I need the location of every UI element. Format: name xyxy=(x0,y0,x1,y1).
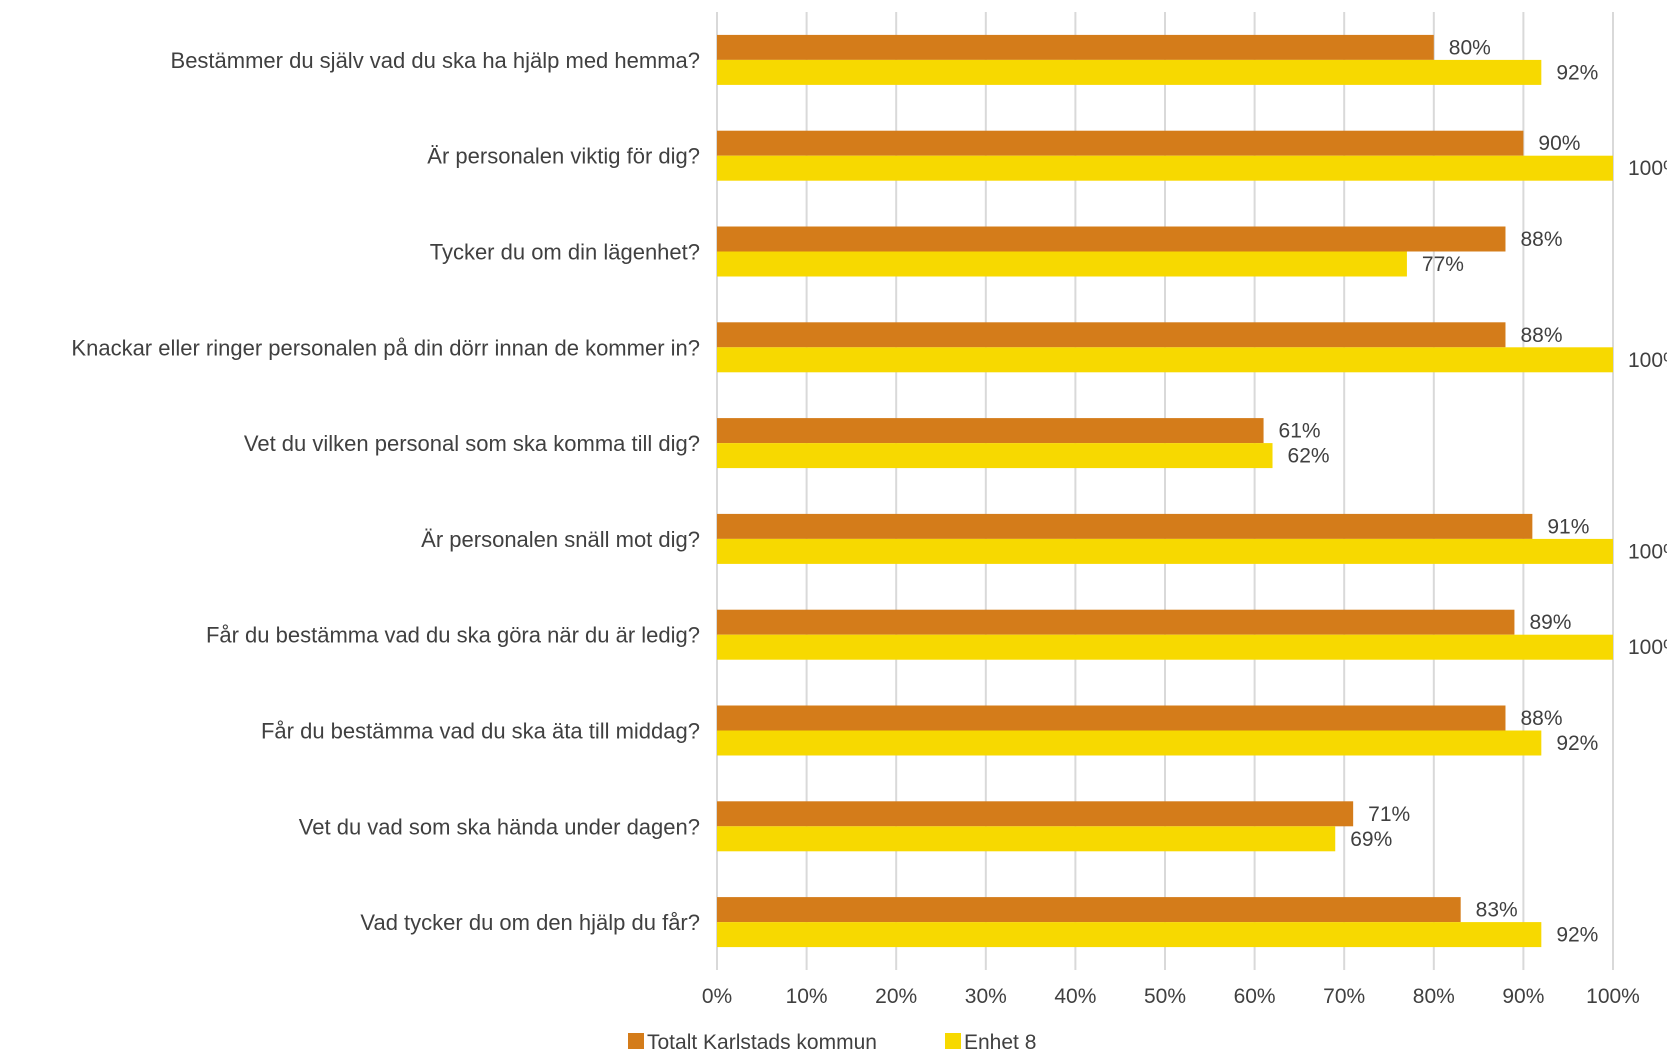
x-tick-label: 90% xyxy=(1502,985,1544,1008)
bar-totalt xyxy=(717,705,1506,731)
bar-totalt xyxy=(717,322,1506,348)
data-label: 100% xyxy=(1628,157,1667,180)
data-label: 89% xyxy=(1529,611,1571,634)
bar-totalt xyxy=(717,418,1264,444)
bar-totalt xyxy=(717,513,1533,539)
data-label: 83% xyxy=(1476,899,1518,922)
bar-enhet xyxy=(717,251,1407,277)
x-tick-label: 100% xyxy=(1586,985,1640,1008)
x-tick-label: 50% xyxy=(1144,985,1186,1008)
data-label: 71% xyxy=(1368,803,1410,826)
bar-totalt xyxy=(717,609,1515,635)
x-tick-label: 60% xyxy=(1234,985,1276,1008)
category-label: Tycker du om din lägenhet? xyxy=(430,240,700,265)
data-label: 88% xyxy=(1520,324,1562,347)
data-label: 88% xyxy=(1520,707,1562,730)
bar-enhet xyxy=(717,59,1542,85)
bar-enhet xyxy=(717,730,1542,756)
data-label: 92% xyxy=(1556,924,1598,947)
bar-enhet xyxy=(717,826,1336,852)
data-label: 100% xyxy=(1628,636,1667,659)
category-label: Vad tycker du om den hjälp du får? xyxy=(360,910,700,935)
data-label: 100% xyxy=(1628,349,1667,372)
category-label: Är personalen snäll mot dig? xyxy=(421,527,700,552)
x-tick-label: 40% xyxy=(1054,985,1096,1008)
bar-totalt xyxy=(717,897,1461,923)
legend-label-enhet: Enhet 8 xyxy=(964,1031,1036,1052)
data-label: 92% xyxy=(1556,732,1598,755)
data-label: 62% xyxy=(1288,445,1330,468)
category-label: Knackar eller ringer personalen på din d… xyxy=(71,335,700,360)
bar-totalt xyxy=(717,226,1506,252)
x-tick-label: 20% xyxy=(875,985,917,1008)
bar-totalt xyxy=(717,801,1354,827)
x-axis-ticks: 0% 10% 20% 30% 40% 50% 60% 70% 80% 90% 100% xyxy=(702,985,1640,1008)
x-tick-label: 80% xyxy=(1413,985,1455,1008)
category-label: Får du bestämma vad du ska äta till midd… xyxy=(261,719,700,744)
data-labels: 80% 92% 90% 100% 88% 77% 88% 100% 61%62% 91% 100% 8… xyxy=(1279,36,1667,946)
legend: Totalt Karlstads kommun Enhet 8 xyxy=(628,1031,1036,1052)
legend-swatch-enhet xyxy=(945,1033,961,1049)
data-label: 77% xyxy=(1422,253,1464,276)
legend-swatch-totalt xyxy=(628,1033,644,1049)
data-label: 100% xyxy=(1628,540,1667,563)
category-label: Bestämmer du själv vad du ska ha hjälp m… xyxy=(171,48,700,73)
x-tick-label: 70% xyxy=(1323,985,1365,1008)
category-label: Är personalen viktig för dig? xyxy=(427,144,700,169)
bar-enhet xyxy=(717,155,1613,181)
data-label: 90% xyxy=(1538,132,1580,155)
legend-label-totalt: Totalt Karlstads kommun xyxy=(647,1031,877,1052)
bars xyxy=(717,34,1613,948)
bar-enhet xyxy=(717,443,1273,469)
bar-totalt xyxy=(717,34,1434,60)
x-tick-label: 10% xyxy=(786,985,828,1008)
x-tick-label: 30% xyxy=(965,985,1007,1008)
data-label: 91% xyxy=(1547,515,1589,538)
bar-enhet xyxy=(717,347,1613,373)
category-label: Vet du vad som ska hända under dagen? xyxy=(299,814,700,839)
data-label: 92% xyxy=(1556,61,1598,84)
bar-totalt xyxy=(717,130,1524,156)
x-tick-label: 0% xyxy=(702,985,732,1008)
category-label: Vet du vilken personal som ska komma til… xyxy=(244,431,700,456)
bar-enhet xyxy=(717,538,1613,564)
category-labels: Bestämmer du själv vad du ska ha hjälp m… xyxy=(71,48,700,935)
data-label: 69% xyxy=(1350,828,1392,851)
category-label: Får du bestämma vad du ska göra när du ä… xyxy=(206,623,700,648)
data-label: 88% xyxy=(1520,228,1562,251)
bar-enhet xyxy=(717,634,1613,660)
bar-enhet xyxy=(717,922,1542,948)
data-label: 80% xyxy=(1449,36,1491,59)
data-label: 61% xyxy=(1279,420,1321,443)
